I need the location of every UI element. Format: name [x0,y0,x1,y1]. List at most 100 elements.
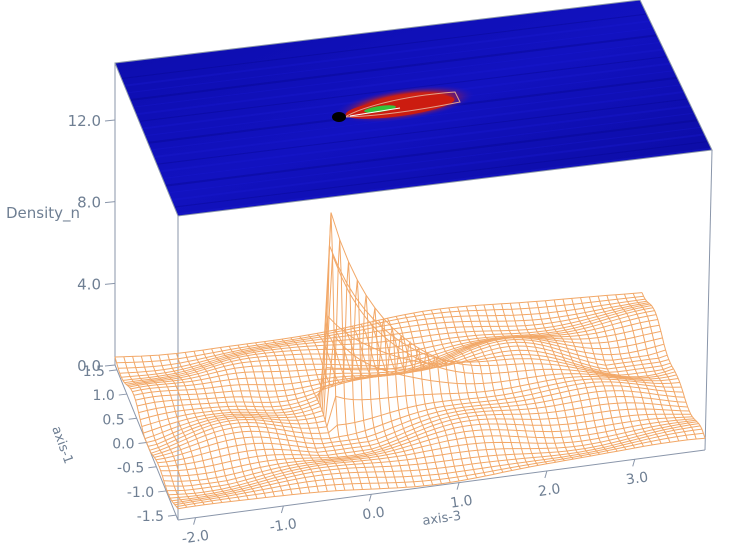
tick-mark [280,505,284,514]
top-heatmap [114,0,713,217]
mesh-line-x [474,305,539,466]
mesh-line-x [465,306,530,468]
mesh-line-x [509,303,574,460]
x-tick-label: 3.0 [625,469,649,488]
mesh-line-x [536,301,600,455]
mesh-line-x [378,320,442,484]
mesh-line-x [255,342,319,493]
y-tick-label: -1.5 [137,509,164,525]
heatmap-streak [115,116,712,194]
mesh-line-x [632,293,697,440]
mesh-line-x [518,302,583,458]
tick-mark [158,490,167,493]
mesh-line-x [342,307,407,488]
z-axis-label: Density_n [6,204,80,223]
mesh-line-x [281,338,346,491]
y-tick-label: 1.5 [83,364,105,380]
mesh-line-x [483,304,548,465]
mesh-line-x [527,301,592,457]
mesh-line-x [211,348,276,497]
heatmap-streak [115,139,712,216]
mesh-line-y [121,302,649,378]
tick-mark [138,442,147,444]
tick-mark [104,364,116,367]
mesh-line-x [606,295,671,443]
mesh-line-x [386,318,451,483]
x-tick-label: -2.0 [181,528,210,546]
mesh-line-x [360,323,425,486]
heatmap-streak [115,4,712,81]
mesh-line-x [132,356,197,507]
x-tick-label: -1.0 [269,516,298,536]
x-axis-label: axis-3 [421,509,462,529]
mesh-line-x [615,294,680,442]
mesh-line-x [334,295,399,489]
mesh-line-x [140,355,205,505]
x-tick-label: 1.0 [449,493,473,512]
mesh-line-x [395,316,460,482]
tick-mark [118,393,127,396]
heatmap-streak [115,86,712,164]
mesh-line-x [325,279,390,489]
axis-ticks: 0.0 4.0 8.0 12.0 -2.0 -1.0 0.0 1.0 2.0 3.0 -1.5 -1.… [68,112,650,546]
tick-mark [108,369,118,372]
y-tick-label: -0.5 [117,461,144,477]
mesh-line-x [123,356,188,508]
mesh-line-x [588,296,653,446]
mesh-line-x [501,303,565,461]
y-tick-label: 1.0 [93,388,115,404]
heatmap-streak [115,34,712,111]
mesh-line-x [246,343,311,494]
mesh-line-x [492,304,557,463]
mesh-line-x [623,293,688,441]
z-tick-label: 0.0 [77,357,101,375]
mesh-line-x [421,311,486,477]
z-tick-label: 12.0 [68,112,101,130]
tick-mark [104,119,116,122]
z-tick-label: 8.0 [77,194,101,212]
mesh-line-x [351,318,416,487]
mesh-line-x [571,298,636,449]
mesh-line-x [263,341,328,492]
tick-mark [193,517,197,525]
x-tick-label: 0.0 [362,504,386,523]
mesh-line-x [193,351,258,499]
y-tick-label: 0.0 [112,437,134,453]
tick-mark [456,482,460,490]
z-tick-label: 4.0 [77,275,101,293]
mesh-line-x [184,352,249,500]
mesh-line-x [430,309,495,475]
tick-mark [128,417,137,420]
mesh-line-x [158,354,223,503]
heatmap-streak [115,146,712,216]
heatmap-streak [115,26,712,104]
heatmap-streak [115,11,712,89]
mesh-line-x [237,344,302,494]
mesh-line-x [597,295,662,444]
tick-mark [167,514,177,517]
mesh-line-x [167,354,232,502]
heatmap-streak [115,124,712,201]
tick-mark [368,494,372,502]
mesh-line-x [553,299,618,452]
mesh-line-x [299,212,363,490]
mesh-line-x [290,337,355,491]
mesh-line-x [176,353,240,501]
tick-mark [148,466,157,469]
mesh-line-x [457,306,521,470]
mesh-line-x [404,314,469,480]
x-tick-label: 2.0 [537,481,561,500]
mesh-line-x [316,261,381,489]
mesh-line-x [307,239,372,490]
surface-mesh [114,212,706,510]
mesh-line-x [202,349,267,498]
tick-mark [104,201,116,204]
y-tick-label: 0.5 [102,412,124,428]
tick-mark [104,282,116,285]
mesh-line-x [369,321,434,486]
mesh-line-x [149,355,214,504]
mesh-line-x [413,312,478,478]
mesh-line-x [228,346,293,495]
mesh-line-x [439,308,504,473]
